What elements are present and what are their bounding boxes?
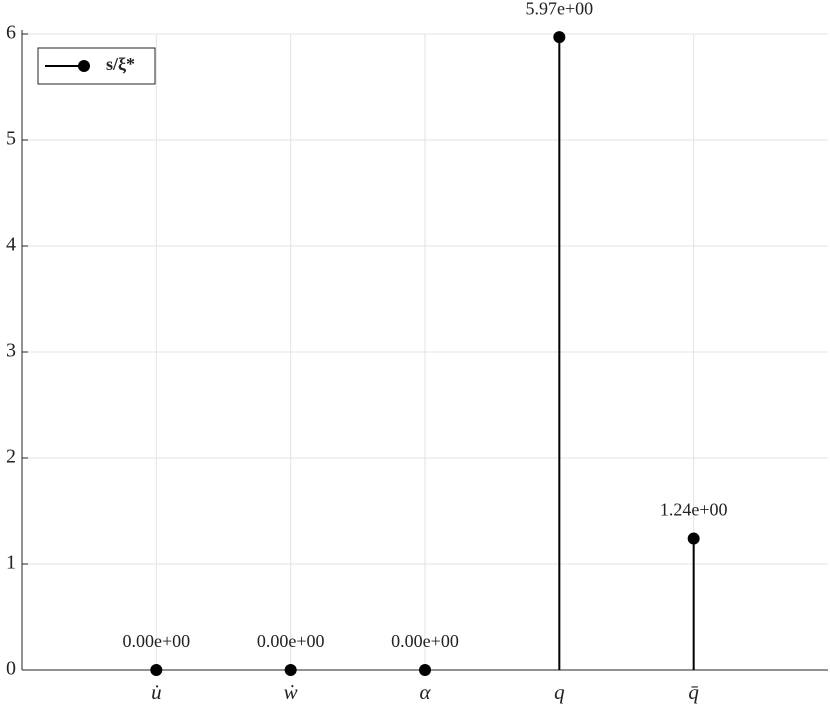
value-label: 0.00e+00 bbox=[391, 631, 459, 651]
y-tick-label: 3 bbox=[6, 340, 16, 362]
value-label: 5.97e+00 bbox=[526, 0, 594, 18]
y-tick-label: 4 bbox=[6, 234, 16, 256]
y-tick-label: 5 bbox=[6, 128, 16, 150]
x-tick-label: u̇ bbox=[151, 680, 162, 704]
legend-marker bbox=[78, 60, 90, 72]
stem-marker bbox=[284, 664, 297, 676]
value-label: 0.00e+00 bbox=[123, 631, 191, 651]
stem-marker bbox=[687, 532, 700, 545]
y-tick-label: 6 bbox=[6, 22, 16, 44]
x-tick-label: q bbox=[554, 680, 565, 704]
stem-marker bbox=[150, 664, 163, 676]
value-label: 0.00e+00 bbox=[257, 631, 325, 651]
legend-label: s/ξ* bbox=[106, 54, 135, 75]
stem-marker bbox=[419, 664, 431, 676]
y-tick-label: 1 bbox=[6, 552, 16, 574]
y-tick-label: 0 bbox=[6, 658, 16, 680]
value-label: 1.24e+00 bbox=[660, 500, 728, 520]
y-tick-label: 2 bbox=[6, 446, 16, 468]
x-tick-label: α bbox=[419, 680, 431, 704]
x-tick-label: ẇ bbox=[284, 680, 298, 704]
stem-marker bbox=[553, 31, 566, 44]
legend: s/ξ* bbox=[37, 47, 156, 85]
x-tick-label: q̄ bbox=[688, 680, 699, 704]
